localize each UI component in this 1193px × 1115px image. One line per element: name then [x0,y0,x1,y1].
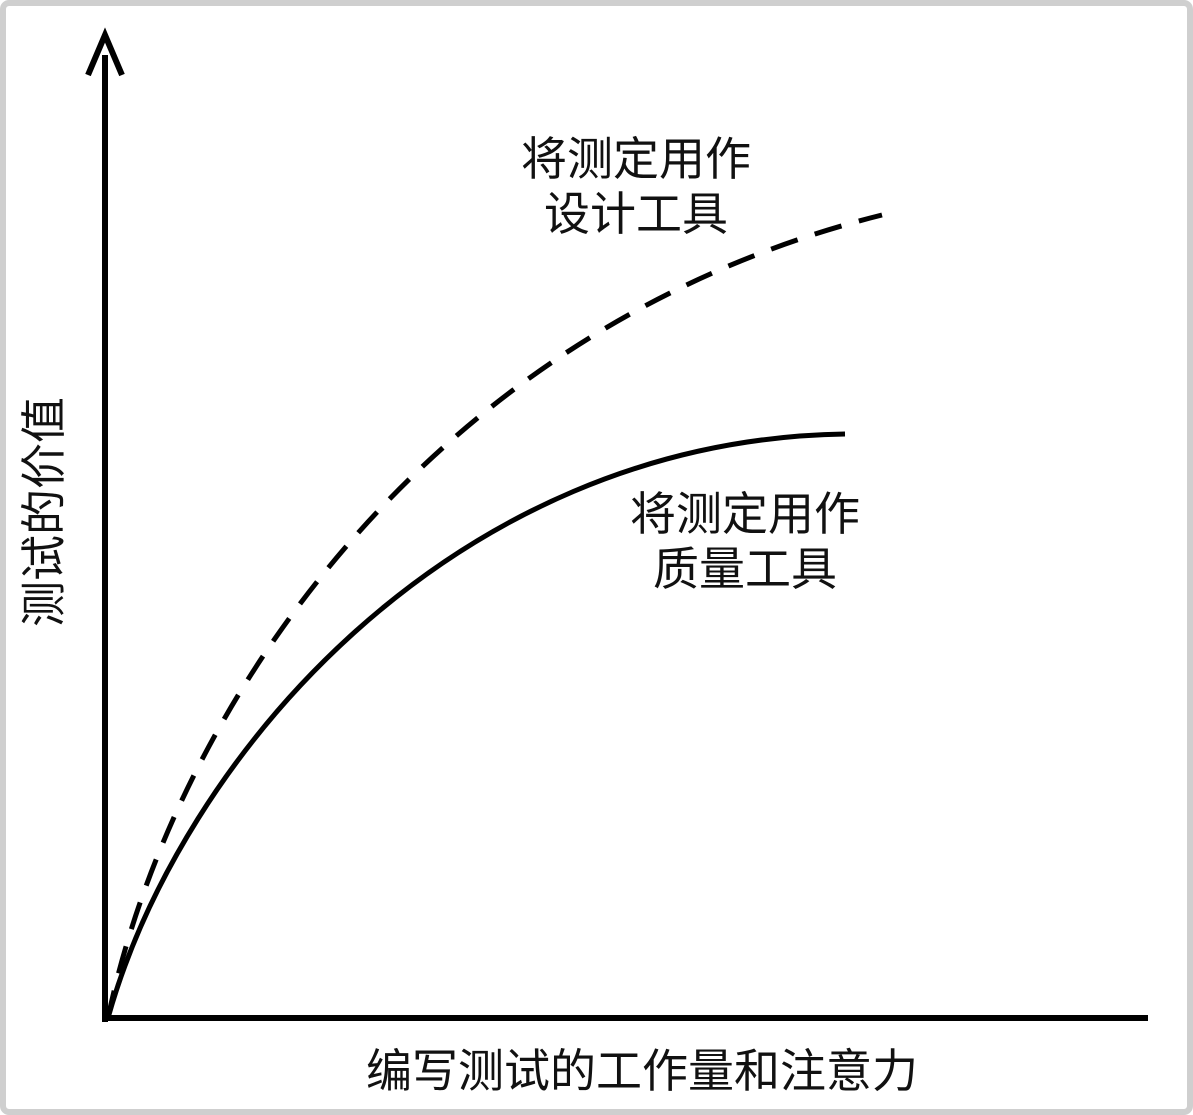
annotation-line: 质量工具 [653,542,837,596]
y-axis-label: 测试的价值 [17,397,71,627]
quality-tool-curve [105,431,846,1019]
design-tool-curve [105,212,883,1019]
x-axis-label: 编写测试的工作量和注意力 [366,1044,918,1098]
annotation-line: 将测定用作 [521,132,751,186]
annotation-line: 设计工具 [544,187,728,241]
y-axis-arrow [85,27,125,77]
annotation-line: 将测定用作 [630,487,860,541]
